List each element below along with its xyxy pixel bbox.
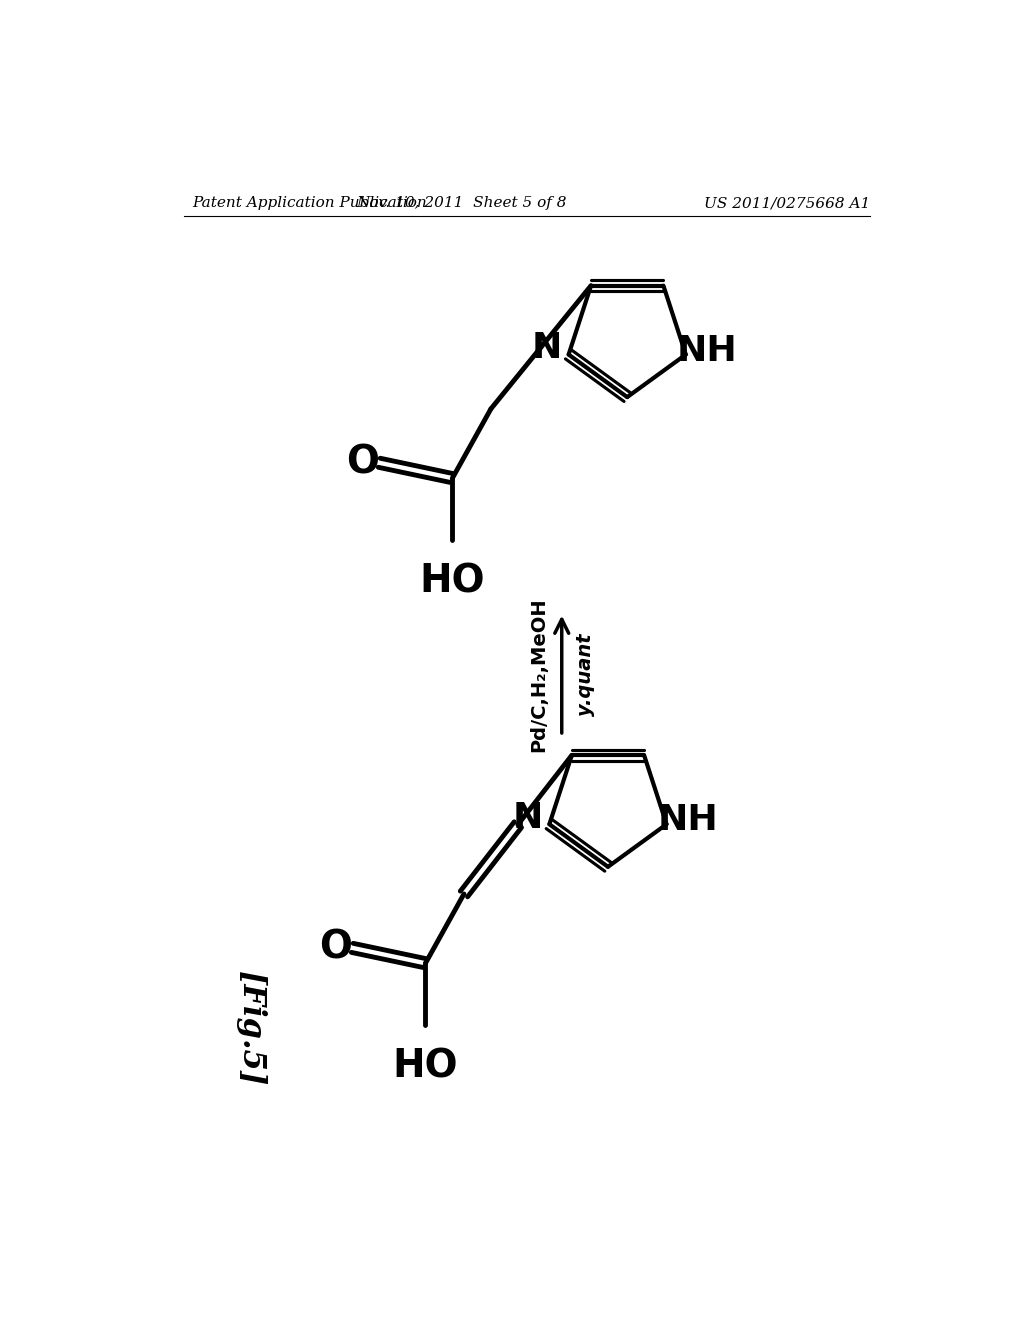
- Text: O: O: [346, 444, 379, 482]
- Text: Pd/C,H₂,MeOH: Pd/C,H₂,MeOH: [529, 597, 548, 751]
- Text: N: N: [531, 331, 562, 366]
- Text: [Fig.5]: [Fig.5]: [234, 972, 265, 1086]
- Text: NH: NH: [657, 804, 719, 837]
- Text: US 2011/0275668 A1: US 2011/0275668 A1: [703, 197, 869, 210]
- Text: HO: HO: [420, 562, 485, 601]
- Text: Nov. 10, 2011  Sheet 5 of 8: Nov. 10, 2011 Sheet 5 of 8: [356, 197, 567, 210]
- Text: Patent Application Publication: Patent Application Publication: [193, 197, 427, 210]
- Text: O: O: [318, 929, 352, 966]
- Text: NH: NH: [677, 334, 737, 368]
- Text: y.quant: y.quant: [575, 634, 595, 715]
- Text: N: N: [513, 801, 543, 836]
- Text: HO: HO: [392, 1048, 459, 1086]
